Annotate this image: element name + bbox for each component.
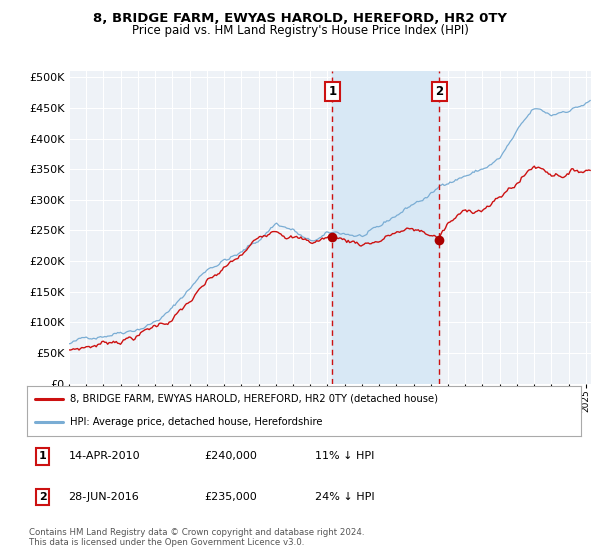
Bar (332, 71, 439, 384)
Text: 28-JUN-2016: 28-JUN-2016 (68, 492, 139, 502)
Text: £240,000: £240,000 (204, 451, 257, 461)
Text: HPI: Average price, detached house, Herefordshire: HPI: Average price, detached house, Here… (70, 417, 323, 427)
Text: 2: 2 (38, 492, 46, 502)
Text: 8, BRIDGE FARM, EWYAS HAROLD, HEREFORD, HR2 0TY: 8, BRIDGE FARM, EWYAS HAROLD, HEREFORD, … (93, 12, 507, 25)
Text: 2: 2 (435, 85, 443, 98)
Text: £235,000: £235,000 (204, 492, 257, 502)
Text: 14-APR-2010: 14-APR-2010 (68, 451, 140, 461)
Text: 24% ↓ HPI: 24% ↓ HPI (315, 492, 374, 502)
Text: 1: 1 (328, 85, 337, 98)
Text: 11% ↓ HPI: 11% ↓ HPI (315, 451, 374, 461)
Text: Price paid vs. HM Land Registry's House Price Index (HPI): Price paid vs. HM Land Registry's House … (131, 24, 469, 36)
Text: 1: 1 (38, 451, 46, 461)
Text: 8, BRIDGE FARM, EWYAS HAROLD, HEREFORD, HR2 0TY (detached house): 8, BRIDGE FARM, EWYAS HAROLD, HEREFORD, … (70, 394, 438, 404)
Text: Contains HM Land Registry data © Crown copyright and database right 2024.
This d: Contains HM Land Registry data © Crown c… (29, 528, 364, 547)
